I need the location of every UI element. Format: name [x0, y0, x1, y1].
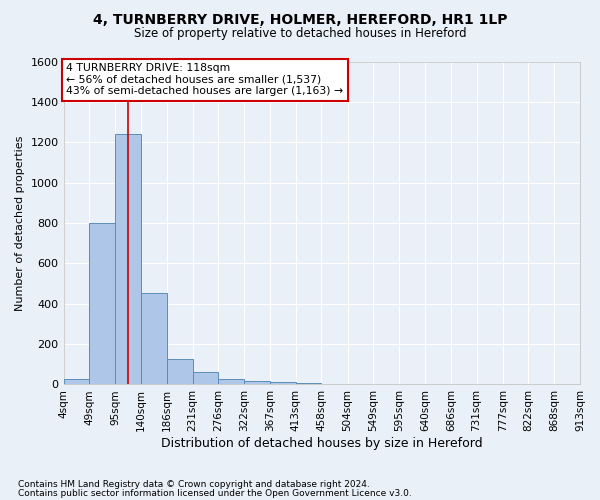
Bar [270, 382, 296, 384]
Text: Contains public sector information licensed under the Open Government Licence v3: Contains public sector information licen… [18, 489, 412, 498]
Bar [115, 134, 141, 384]
Y-axis label: Number of detached properties: Number of detached properties [15, 136, 25, 310]
Text: 4 TURNBERRY DRIVE: 118sqm
← 56% of detached houses are smaller (1,537)
43% of se: 4 TURNBERRY DRIVE: 118sqm ← 56% of detac… [66, 63, 343, 96]
Bar [64, 380, 89, 384]
X-axis label: Distribution of detached houses by size in Hereford: Distribution of detached houses by size … [161, 437, 482, 450]
Bar [193, 372, 218, 384]
Bar [89, 223, 115, 384]
Bar [141, 292, 167, 384]
Text: Size of property relative to detached houses in Hereford: Size of property relative to detached ho… [134, 28, 466, 40]
Bar [167, 359, 193, 384]
Text: Contains HM Land Registry data © Crown copyright and database right 2024.: Contains HM Land Registry data © Crown c… [18, 480, 370, 489]
Bar [244, 381, 270, 384]
Text: 4, TURNBERRY DRIVE, HOLMER, HEREFORD, HR1 1LP: 4, TURNBERRY DRIVE, HOLMER, HEREFORD, HR… [93, 12, 507, 26]
Bar [218, 380, 244, 384]
